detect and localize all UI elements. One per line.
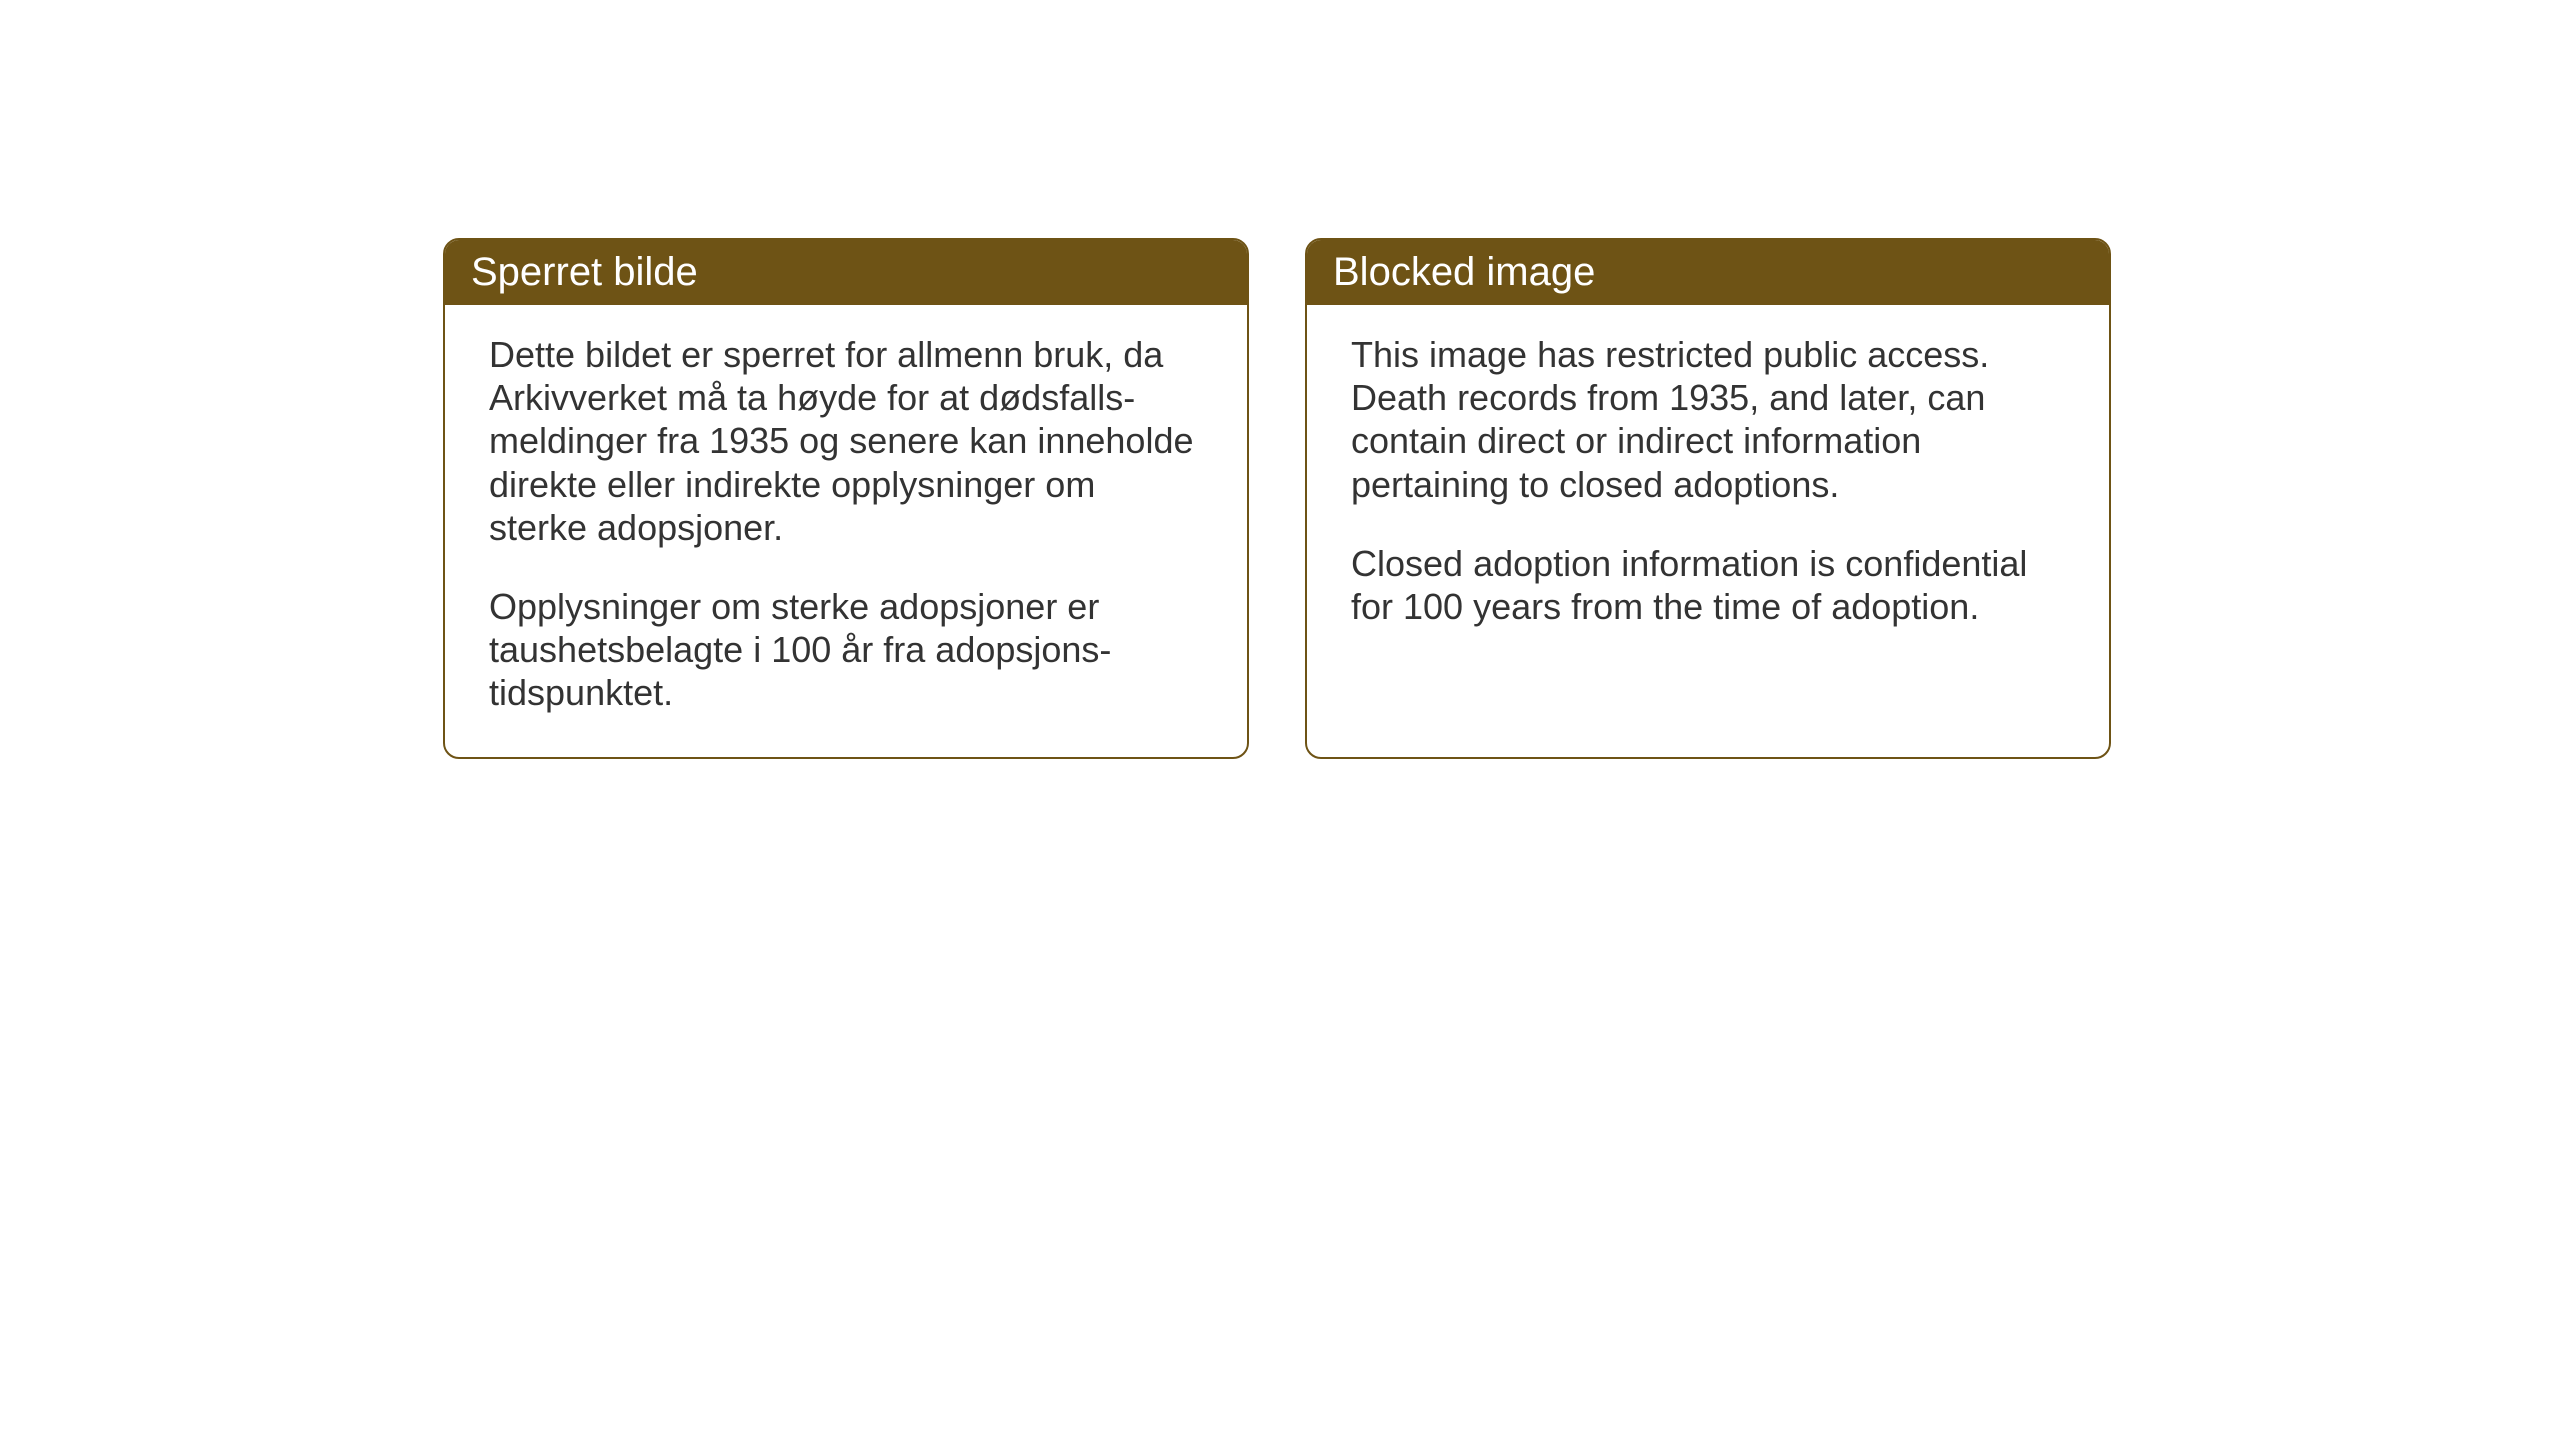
norwegian-card-header: Sperret bilde [445,240,1247,305]
norwegian-card-body: Dette bildet er sperret for allmenn bruk… [445,305,1247,757]
english-paragraph-1: This image has restricted public access.… [1351,333,2065,506]
norwegian-notice-card: Sperret bilde Dette bildet er sperret fo… [443,238,1249,759]
english-notice-card: Blocked image This image has restricted … [1305,238,2111,759]
norwegian-paragraph-2: Opplysninger om sterke adopsjoner er tau… [489,585,1203,715]
english-card-header: Blocked image [1307,240,2109,305]
english-paragraph-2: Closed adoption information is confident… [1351,542,2065,628]
notice-container: Sperret bilde Dette bildet er sperret fo… [443,238,2111,759]
english-card-body: This image has restricted public access.… [1307,305,2109,670]
norwegian-card-title: Sperret bilde [471,250,698,294]
english-card-title: Blocked image [1333,250,1595,294]
norwegian-paragraph-1: Dette bildet er sperret for allmenn bruk… [489,333,1203,549]
